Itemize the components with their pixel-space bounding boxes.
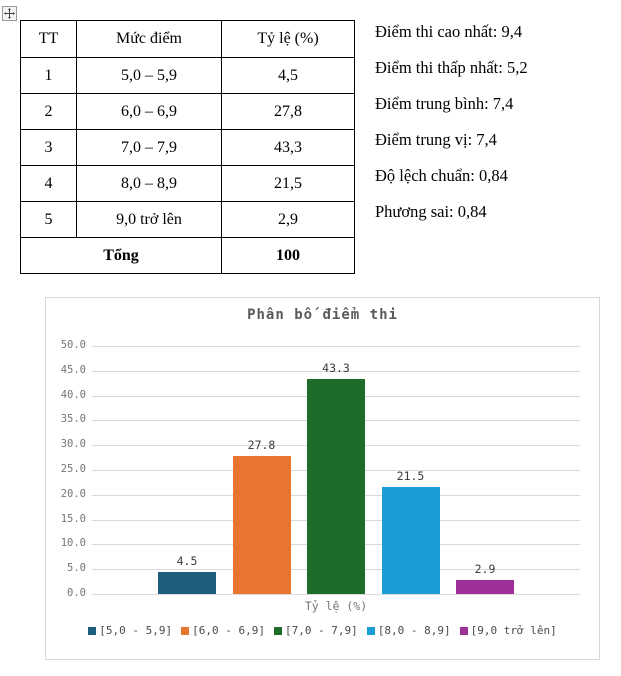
chart-legend: [5,0 - 5,9] [6,0 - 6,9] [7,0 - 7,9] [8,0 - …: [46, 624, 599, 637]
total-value-cell[interactable]: 100: [221, 237, 355, 274]
legend-swatch-icon: [273, 626, 282, 635]
table-cell[interactable]: 43,3: [221, 129, 355, 166]
y-axis-tick-label: 35.0: [60, 413, 86, 426]
legend-label: [9,0 trở lên]: [470, 624, 557, 637]
score-table-header-row: TT Mức điểm Tỷ lệ (%): [20, 20, 355, 58]
stat-line: Điểm trung bình: 7,4: [375, 94, 514, 113]
bar-value-label: 27.8: [247, 438, 276, 453]
stat-line: Điểm thi thấp nhất: 5,2: [375, 58, 528, 77]
bar-value-label: 21.5: [396, 469, 425, 484]
table-cell[interactable]: 9,0 trở lên: [76, 201, 222, 238]
bar-[5,0 - 5,9]: [158, 571, 216, 594]
y-axis-tick-label: 0.0: [67, 587, 86, 599]
table-move-handle[interactable]: [2, 6, 17, 21]
legend-swatch-icon: [88, 626, 97, 635]
y-axis-tick-label: 5.0: [67, 562, 86, 575]
stat-line: Phương sai: 0,84: [375, 202, 487, 221]
table-cell[interactable]: 4: [20, 165, 77, 202]
plot-area: 0.0 5.0 10.0 15.0 20.0 25.0 30.0 35.0 40.0 45.0 50…: [46, 298, 599, 659]
table-cell[interactable]: 5: [20, 201, 77, 238]
legend-item: [9,0 trở lên]: [459, 624, 557, 637]
table-cell[interactable]: 4,5: [221, 57, 355, 94]
legend-swatch-icon: [459, 626, 468, 635]
total-label-cell[interactable]: Tổng: [20, 237, 222, 274]
stat-line: Điểm trung vị: 7,4: [375, 130, 497, 149]
gridline: [92, 346, 580, 347]
score-table-total-row: Tổng 100: [20, 237, 355, 274]
header-cell-pct[interactable]: Tỷ lệ (%): [221, 20, 355, 58]
move-arrows-icon: [4, 8, 15, 19]
table-cell[interactable]: 2,9: [221, 201, 355, 238]
y-axis-tick-label: 50.0: [60, 339, 86, 351]
chart-title: Phân bố điểm thi: [247, 307, 398, 323]
y-axis-tick-label: 40.0: [60, 388, 86, 401]
legend-item: [5,0 - 5,9]: [88, 624, 172, 637]
table-cell[interactable]: 2: [20, 93, 77, 130]
bar-value-label: 43.3: [322, 361, 350, 376]
table-row: 1 5,0 – 5,9 4,5: [20, 57, 355, 94]
header-cell-tt[interactable]: TT: [20, 20, 77, 58]
legend-label: [5,0 - 5,9]: [99, 624, 173, 637]
legend-label: [8,0 - 8,9]: [377, 624, 451, 637]
bar-[9,0 trở lên]: [456, 579, 514, 594]
table-cell[interactable]: 5,0 – 5,9: [76, 57, 222, 94]
legend-item: [7,0 - 7,9]: [273, 624, 358, 637]
y-axis-tick-label: 30.0: [60, 438, 86, 451]
bar-value-label: 2.9: [474, 561, 496, 576]
legend-swatch-icon: [181, 626, 190, 635]
bar-[7,0 - 7,9]: [307, 379, 365, 594]
table-cell[interactable]: 8,0 – 8,9: [76, 165, 222, 202]
table-cell[interactable]: 6,0 – 6,9: [76, 93, 222, 130]
table-row: 2 6,0 – 6,9 27,8: [20, 93, 355, 130]
gridline: [92, 370, 580, 372]
bar-[8,0 - 8,9]: [381, 487, 440, 594]
table-cell[interactable]: 21,5: [221, 165, 355, 202]
legend-item: [8,0 - 8,9]: [366, 624, 451, 637]
legend-item: [6,0 - 6,9]: [181, 624, 265, 637]
table-row: 4 8,0 – 8,9 21,5: [20, 165, 355, 202]
gridline: [92, 594, 580, 595]
header-cell-range[interactable]: Mức điểm: [76, 20, 222, 58]
legend-swatch-icon: [366, 626, 375, 635]
table-row: 3 7,0 – 7,9 43,3: [20, 129, 355, 166]
y-axis-tick-label: 15.0: [60, 512, 86, 525]
score-table: TT Mức điểm Tỷ lệ (%) 1 5,0 – 5,9 4,5 2 6,0 …: [20, 20, 355, 274]
bar-[6,0 - 6,9]: [232, 456, 291, 594]
stat-line: Điểm thi cao nhất: 9,4: [375, 22, 523, 41]
x-axis-label: Tỷ lệ (%): [304, 599, 368, 613]
y-axis-tick-label: 45.0: [60, 363, 86, 376]
table-cell[interactable]: 1: [20, 57, 77, 94]
table-cell[interactable]: 3: [20, 129, 77, 166]
table-cell[interactable]: 27,8: [221, 93, 355, 130]
y-axis-tick-label: 20.0: [60, 487, 86, 500]
legend-label: [6,0 - 6,9]: [192, 624, 265, 637]
stat-line: Độ lệch chuẩn: 0,84: [375, 166, 508, 185]
table-row: 5 9,0 trở lên 2,9: [20, 201, 355, 238]
chart-panel: Phân bố điểm thi 0.0 5.0 10.0 15.0 20.0 25.0 3…: [45, 297, 600, 660]
bar-value-label: 4.5: [176, 553, 198, 568]
legend-label: [7,0 - 7,9]: [284, 624, 358, 637]
y-axis-tick-label: 25.0: [60, 463, 86, 475]
y-axis-tick-label: 10.0: [60, 537, 86, 550]
statistics-block: Điểm thi cao nhất: 9,4 Điểm thi thấp nhất…: [375, 14, 528, 230]
table-cell[interactable]: 7,0 – 7,9: [76, 129, 222, 166]
score-table-body: TT Mức điểm Tỷ lệ (%) 1 5,0 – 5,9 4,5 2 6,0 …: [20, 20, 355, 274]
